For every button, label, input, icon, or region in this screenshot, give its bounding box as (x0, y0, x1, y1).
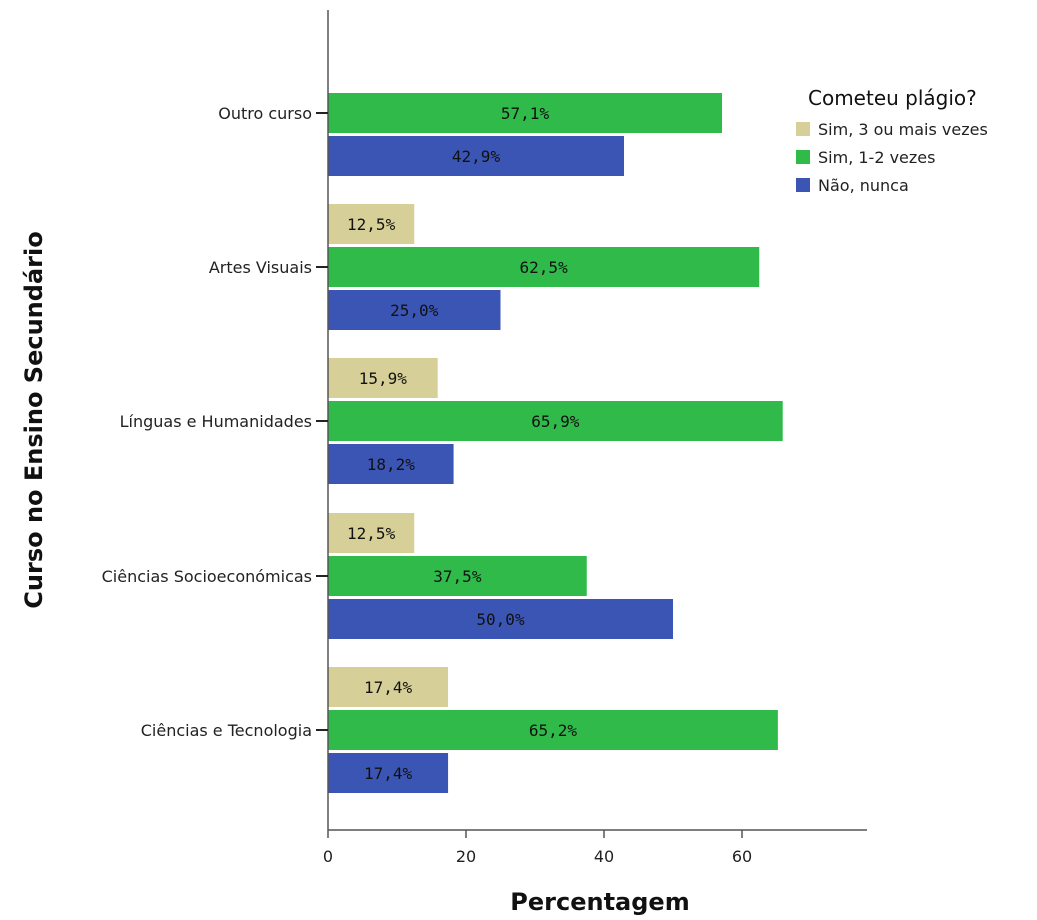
bar (328, 93, 722, 133)
x-tick-label: 40 (594, 847, 614, 866)
bar-data-label: 37,5% (433, 567, 482, 586)
x-axis-title: Percentagem (510, 888, 689, 916)
category-label: Ciências e Tecnologia (141, 721, 312, 740)
x-tick-label: 60 (732, 847, 752, 866)
bars: 57,1% 42,9% 12,5% 62,5% 25,0% 15,9% 65,9% 18,2%… (328, 93, 783, 793)
bar (328, 556, 587, 596)
bar (328, 710, 778, 750)
bar (328, 444, 454, 484)
bar-data-label: 17,4% (364, 764, 413, 783)
y-axis-title: Curso no Ensino Secundário (20, 231, 48, 608)
bar-data-label: 17,4% (364, 678, 413, 697)
bar (328, 667, 449, 707)
legend-items: Sim, 3 ou mais vezes Sim, 1-2 vezes Não, n… (796, 120, 988, 195)
category-label: Ciências Socioeconómicas (102, 567, 312, 586)
category-label: Línguas e Humanidades (120, 412, 312, 431)
bar (328, 513, 415, 553)
legend-item-label: Não, nunca (818, 176, 909, 195)
bar-data-label: 12,5% (347, 524, 396, 543)
bar (328, 290, 501, 330)
legend-swatch (796, 150, 810, 164)
bar-data-label: 25,0% (390, 301, 439, 320)
ticks: 0 20 40 60 (323, 830, 752, 866)
bar-data-label: 62,5% (520, 258, 569, 277)
bar (328, 136, 625, 176)
category-labels: Outro curso Artes Visuais Línguas e Humani… (102, 104, 328, 740)
category-label: Artes Visuais (209, 258, 312, 277)
bar-data-label: 65,2% (529, 721, 578, 740)
legend-swatch (796, 122, 810, 136)
bar-data-label: 65,9% (531, 412, 580, 431)
bar-data-label: 50,0% (476, 610, 525, 629)
category-label: Outro curso (218, 104, 312, 123)
legend-item-label: Sim, 3 ou mais vezes (818, 120, 988, 139)
bar (328, 401, 783, 441)
bar-data-label: 15,9% (359, 369, 408, 388)
bar-data-label: 42,9% (452, 147, 501, 166)
legend-swatch (796, 178, 810, 192)
bar-data-label: 18,2% (367, 455, 416, 474)
bar (328, 599, 673, 639)
bar (328, 204, 415, 244)
bar (328, 753, 449, 793)
bar (328, 247, 760, 287)
legend: Cometeu plágio? Sim, 3 ou mais vezesSim,… (796, 86, 988, 195)
x-tick-label: 20 (456, 847, 476, 866)
bar-data-label: 12,5% (347, 215, 396, 234)
x-tick-label: 0 (323, 847, 333, 866)
bar-data-label: 57,1% (501, 104, 550, 123)
legend-title: Cometeu plágio? (808, 86, 977, 110)
bar (328, 358, 438, 398)
legend-item-label: Sim, 1-2 vezes (818, 148, 935, 167)
